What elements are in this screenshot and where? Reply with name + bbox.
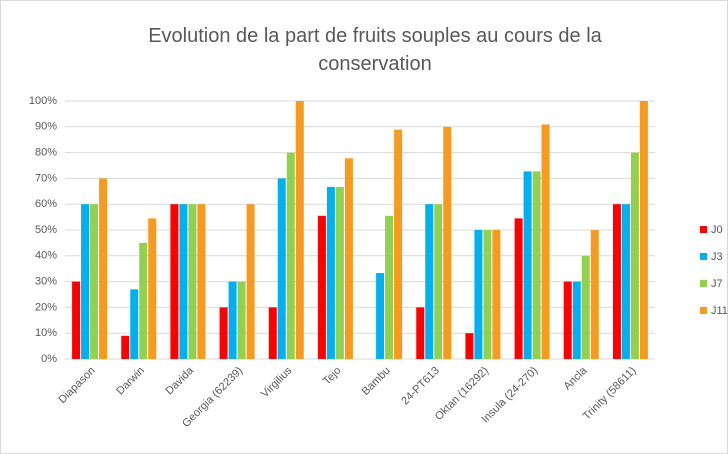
bar xyxy=(326,186,335,359)
bar xyxy=(612,204,621,359)
bar xyxy=(523,171,532,359)
bar xyxy=(465,333,474,359)
bar xyxy=(246,204,255,359)
bar xyxy=(277,178,286,359)
legend-swatch xyxy=(700,280,707,287)
legend-swatch xyxy=(700,307,707,314)
bar xyxy=(81,204,90,359)
bar xyxy=(416,307,425,359)
y-tick-label: 70% xyxy=(35,172,57,184)
bar xyxy=(572,281,581,359)
bar xyxy=(237,281,246,359)
bar xyxy=(621,204,630,359)
bar xyxy=(335,186,344,359)
bar xyxy=(219,307,228,359)
bar xyxy=(197,204,206,359)
bar xyxy=(443,126,452,359)
bar xyxy=(188,204,197,359)
bar xyxy=(228,281,237,359)
y-tick-label: 60% xyxy=(35,198,57,210)
legend-label: J0 xyxy=(711,224,723,236)
bar xyxy=(394,129,403,359)
bar xyxy=(532,171,541,359)
legend-label: J7 xyxy=(711,278,723,290)
bar xyxy=(483,230,492,359)
bar xyxy=(639,101,648,359)
y-tick-label: 10% xyxy=(35,327,57,339)
y-tick-label: 30% xyxy=(35,276,57,288)
chart-title: Evolution de la part de fruits souples a… xyxy=(148,25,602,75)
bar xyxy=(434,204,443,359)
bar xyxy=(425,204,434,359)
y-tick-label: 90% xyxy=(35,121,57,133)
bar xyxy=(268,307,277,359)
y-tick-label: 0% xyxy=(41,353,57,365)
bar xyxy=(179,204,188,359)
legend-label: J3 xyxy=(711,251,723,263)
bar xyxy=(72,281,81,359)
bar xyxy=(376,273,385,359)
bar xyxy=(139,242,148,359)
bar xyxy=(90,204,99,359)
bar xyxy=(99,178,108,359)
y-tick-label: 20% xyxy=(35,301,57,313)
bar xyxy=(581,255,590,359)
bar xyxy=(286,152,295,359)
legend-swatch xyxy=(700,226,707,233)
bar xyxy=(474,230,483,359)
legend-label: J11 xyxy=(711,305,728,317)
bar xyxy=(295,101,304,359)
y-tick-label: 100% xyxy=(29,95,57,107)
bar xyxy=(121,335,130,359)
bar xyxy=(563,281,572,359)
bar xyxy=(344,158,353,359)
bar xyxy=(148,218,157,359)
bar xyxy=(541,124,550,359)
legend-swatch xyxy=(700,253,707,260)
bar xyxy=(630,152,639,359)
bar xyxy=(317,215,326,359)
bar xyxy=(514,218,523,359)
bar xyxy=(590,230,599,359)
bar xyxy=(385,215,394,359)
bar xyxy=(130,289,139,359)
bar xyxy=(492,230,501,359)
bar xyxy=(170,204,179,359)
y-tick-label: 80% xyxy=(35,147,57,159)
y-tick-label: 40% xyxy=(35,250,57,262)
y-tick-label: 50% xyxy=(35,224,57,236)
